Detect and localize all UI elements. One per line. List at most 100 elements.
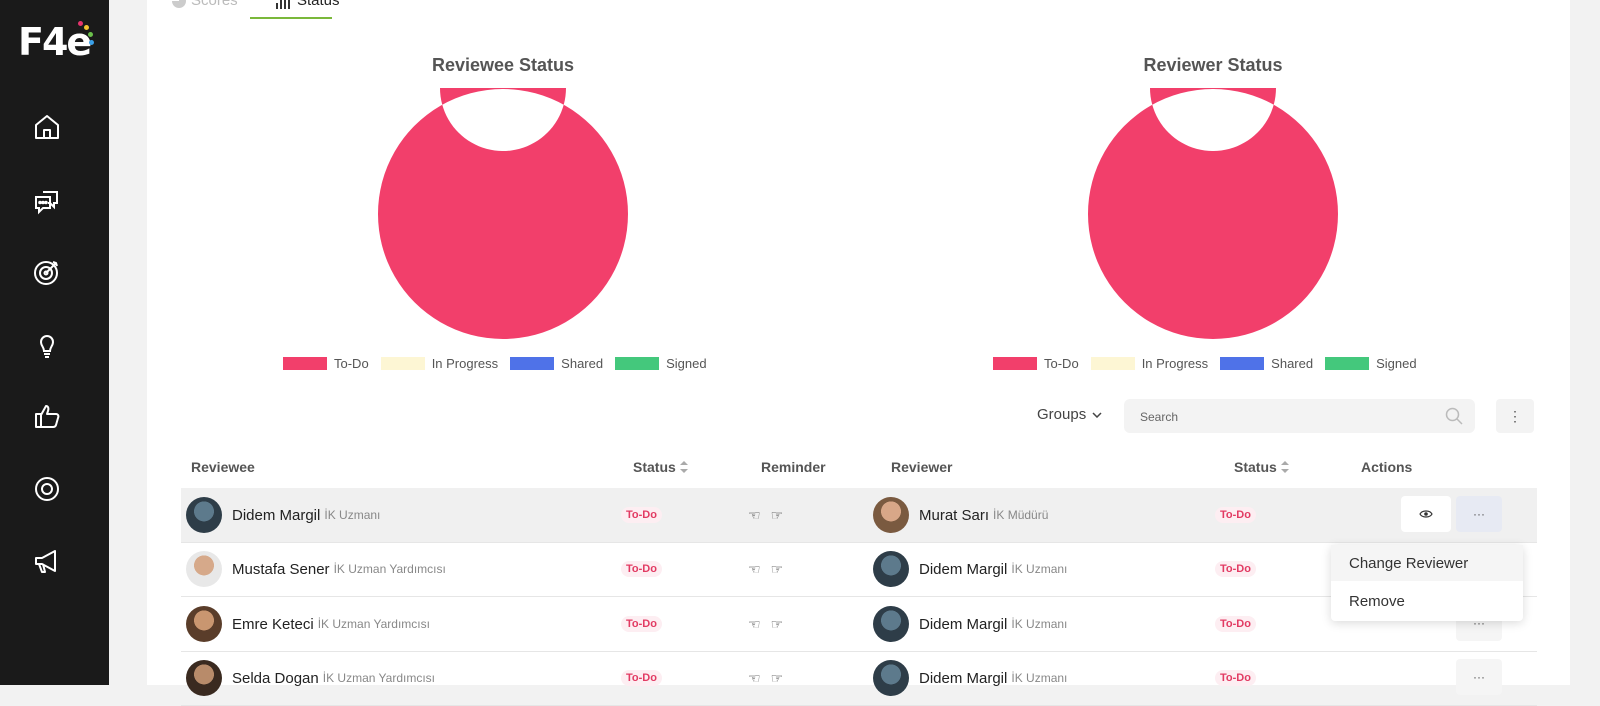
reviewee-title: İK Uzmanı [324, 508, 381, 522]
legend-item[interactable]: To-Do [283, 356, 369, 371]
row-more-button[interactable]: ··· [1456, 659, 1502, 695]
lightbulb-icon[interactable] [31, 328, 63, 360]
groups-dropdown[interactable]: Groups [1037, 406, 1102, 423]
ellipsis-icon: ··· [1473, 507, 1485, 521]
sidebar: F4e [0, 0, 109, 685]
avatar [873, 497, 909, 533]
reviewer-cell: Didem Margil İK Uzmanı [873, 651, 1067, 705]
reviewer-title: İK Uzmanı [1011, 562, 1068, 576]
status-badge: To-Do [1215, 561, 1256, 577]
legend-swatch [615, 357, 660, 370]
status-cell: To-Do [621, 597, 662, 651]
th-reminder-label: Reminder [761, 459, 826, 475]
kebab-icon: ⋮ [1508, 407, 1522, 424]
search-icon[interactable] [1445, 407, 1463, 425]
reviewer-name[interactable]: Didem Margil [919, 669, 1008, 687]
tab-scores[interactable]: Scores [171, 0, 238, 9]
legend-item[interactable]: Shared [1220, 356, 1313, 371]
reviewee-cell: Emre Keteci İK Uzman Yardımcısı [186, 597, 430, 651]
view-button[interactable] [1401, 496, 1451, 532]
reviewee-name[interactable]: Emre Keteci [232, 615, 314, 633]
th-status-label: Status [633, 459, 676, 475]
legend-item[interactable]: To-Do [993, 356, 1079, 371]
thumbs-up-icon[interactable] [31, 400, 63, 432]
reviewee-name[interactable]: Didem Margil [232, 506, 321, 524]
legend-item[interactable]: Shared [510, 356, 603, 371]
reviewee-cell: Didem Margil İK Uzmanı [186, 488, 380, 542]
reminder-left-icon[interactable]: ☜ [748, 560, 761, 577]
tab-status[interactable]: Status [275, 0, 340, 9]
reminder-left-icon[interactable]: ☜ [748, 669, 761, 686]
th-reviewer-label: Reviewer [891, 459, 953, 475]
table-row[interactable]: Didem Margil İK Uzmanı To-Do ☜ ☞ Murat S… [181, 488, 1537, 543]
settings-icon[interactable] [31, 473, 63, 505]
th-actions: Actions [1361, 459, 1412, 475]
status-badge: To-Do [1215, 616, 1256, 632]
reviewer-cell: Didem Margil İK Uzmanı [873, 542, 1067, 596]
reviewer-status-cell: To-Do [1215, 488, 1256, 542]
legend-label: In Progress [431, 356, 499, 371]
legend-label: Signed [666, 356, 707, 371]
th-status[interactable]: Status [633, 459, 688, 475]
change-reviewer-menu-item[interactable]: Change Reviewer [1331, 545, 1523, 581]
chart-title-reviewer: Reviewer Status [1143, 55, 1283, 75]
th-reviewer-status[interactable]: Status [1234, 459, 1289, 475]
logo-dot [78, 21, 83, 26]
reviewer-cell: Murat Sarı İK Müdürü [873, 488, 1048, 542]
reminder-right-icon[interactable]: ☞ [770, 669, 784, 686]
search-input[interactable] [1138, 399, 1442, 435]
legend-item[interactable]: Signed [1325, 356, 1417, 371]
reviewee-title: İK Uzman Yardımcısı [317, 617, 430, 631]
th-actions-label: Actions [1361, 459, 1413, 475]
legend-swatch [510, 357, 555, 370]
legend-item[interactable]: Signed [615, 356, 707, 371]
reviewer-name[interactable]: Didem Margil [919, 560, 1008, 578]
status-badge: To-Do [1215, 507, 1256, 523]
reviewer-status-cell: To-Do [1215, 542, 1256, 596]
logo-dot [84, 25, 89, 30]
legend-item[interactable]: In Progress [380, 356, 499, 371]
legend-swatch [1090, 357, 1135, 370]
status-badge: To-Do [621, 507, 662, 523]
reviewer-status-donut [1088, 88, 1338, 339]
reviewee-name[interactable]: Selda Dogan [232, 669, 319, 687]
reviewer-title: İK Uzmanı [1011, 617, 1068, 631]
chat-icon[interactable] [31, 184, 63, 216]
legend-label: Shared [1271, 356, 1314, 371]
chevron-down-icon [1092, 411, 1102, 418]
reminder-cell: ☜ ☞ [748, 597, 783, 651]
target-icon[interactable] [31, 256, 63, 288]
home-icon[interactable] [31, 111, 63, 143]
reviewer-name[interactable]: Didem Margil [919, 615, 1008, 633]
app-logo[interactable]: F4e [18, 20, 94, 64]
megaphone-icon[interactable] [31, 545, 63, 577]
th-reminder: Reminder [761, 459, 826, 475]
legend-label: In Progress [1141, 356, 1209, 371]
reminder-left-icon[interactable]: ☜ [748, 615, 761, 632]
reminder-right-icon[interactable]: ☞ [770, 615, 784, 632]
avatar [873, 606, 909, 642]
reminder-right-icon[interactable]: ☞ [770, 506, 784, 523]
row-more-button[interactable]: ··· [1456, 496, 1502, 532]
search-box [1124, 399, 1475, 435]
table-row[interactable]: Selda Dogan İK Uzman Yardımcısı To-Do ☜ … [181, 651, 1537, 706]
remove-menu-item[interactable]: Remove [1349, 592, 1405, 610]
chart-title-reviewee: Reviewee Status [431, 55, 575, 75]
status-cell: To-Do [621, 651, 662, 705]
reviewee-name[interactable]: Mustafa Sener [232, 560, 330, 578]
legend-swatch [380, 357, 425, 370]
logo-dot [88, 32, 93, 37]
legend-label: Signed [1376, 356, 1417, 371]
legend-swatch [1325, 357, 1370, 370]
ellipsis-icon: ··· [1473, 670, 1485, 684]
reminder-cell: ☜ ☞ [748, 651, 783, 705]
reviewer-title: İK Müdürü [993, 508, 1049, 522]
legend-item[interactable]: In Progress [1090, 356, 1209, 371]
reviewer-name[interactable]: Murat Sarı [919, 506, 990, 524]
reviewer-status-cell: To-Do [1215, 651, 1256, 705]
more-options-button[interactable]: ⋮ [1496, 399, 1534, 433]
reminder-right-icon[interactable]: ☞ [770, 560, 784, 577]
reminder-left-icon[interactable]: ☜ [748, 506, 761, 523]
legend-swatch [1220, 357, 1265, 370]
status-badge: To-Do [621, 561, 662, 577]
